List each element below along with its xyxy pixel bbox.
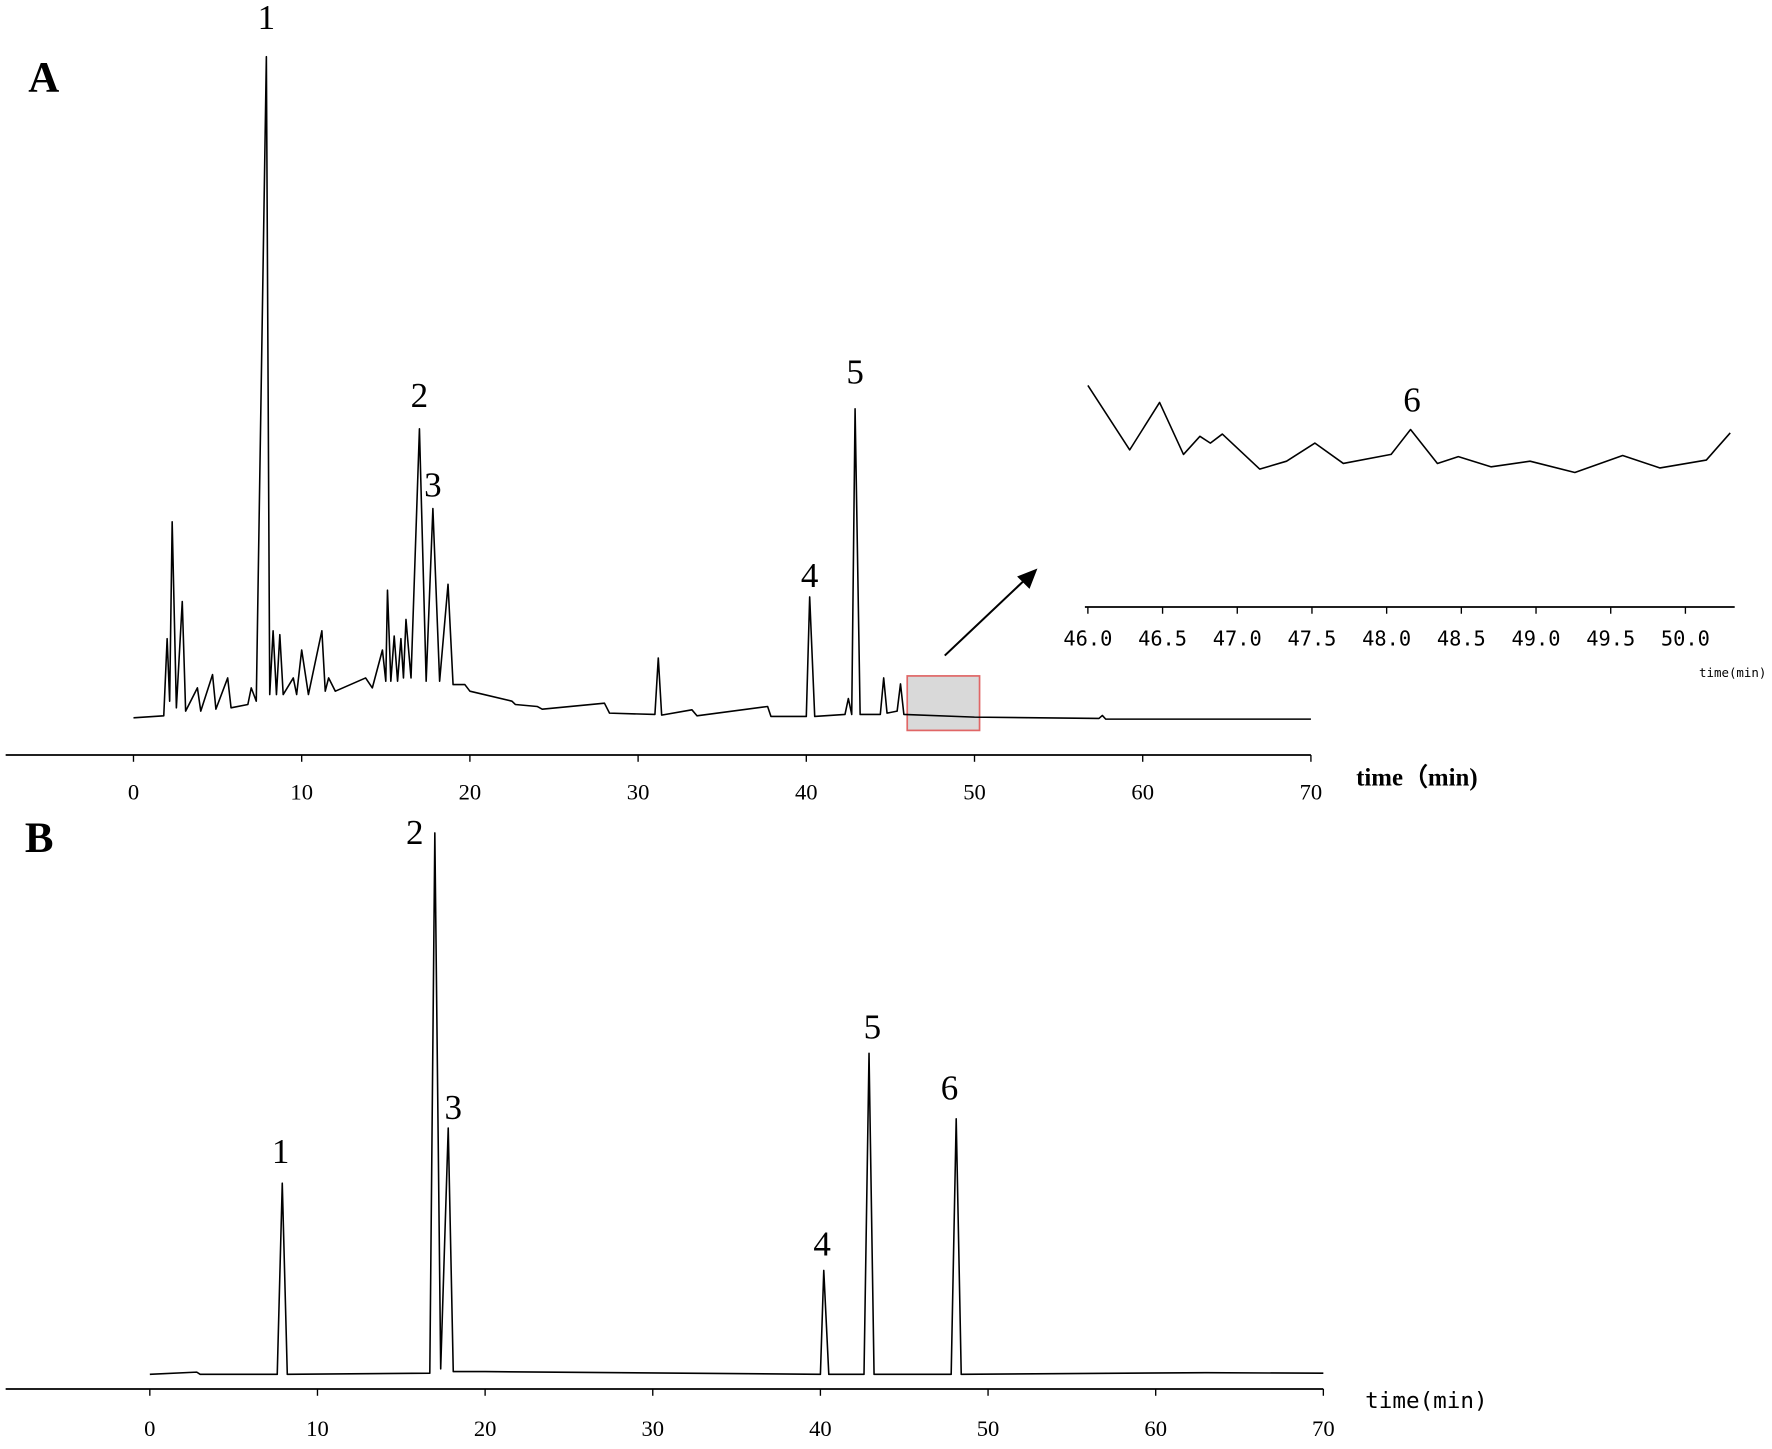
panel-label: B — [25, 815, 54, 862]
x-tick-label: 20 — [474, 1416, 497, 1441]
peak-label: 3 — [424, 466, 442, 505]
x-tick-label: 48.0 — [1362, 627, 1411, 651]
trace — [149, 832, 1324, 1376]
peak-label: 5 — [864, 1008, 882, 1047]
zoom-arrow — [944, 575, 1030, 657]
x-tick-label: 47.0 — [1213, 627, 1262, 651]
x-tick-label: 60 — [1131, 780, 1154, 805]
x-tick-label: 50.0 — [1661, 627, 1710, 651]
x-axis-label: time（min) — [1356, 763, 1478, 792]
peak-label: 3 — [445, 1088, 463, 1127]
trace — [133, 55, 1311, 720]
peak-label: 6 — [1403, 381, 1421, 420]
x-axis-label: time(min) — [1699, 665, 1766, 680]
peak-label: 1 — [272, 1132, 290, 1171]
x-tick-label: 10 — [306, 1416, 329, 1441]
peak-label: 1 — [258, 0, 276, 37]
peak-label: 2 — [411, 376, 429, 415]
panel-label: A — [28, 54, 59, 101]
x-tick-label: 70 — [1300, 780, 1323, 805]
trace — [1087, 385, 1731, 474]
peak-label: 4 — [813, 1225, 831, 1264]
x-tick-label: 50 — [963, 780, 986, 805]
x-tick-label: 0 — [128, 780, 139, 805]
x-tick-label: 10 — [290, 780, 313, 805]
peak-label: 6 — [941, 1069, 959, 1108]
x-tick-label: 47.5 — [1287, 627, 1336, 651]
x-axis-label: time(min) — [1365, 1388, 1487, 1414]
x-tick-label: 20 — [459, 780, 482, 805]
x-tick-label: 48.5 — [1437, 627, 1486, 651]
x-tick-label: 60 — [1144, 1416, 1167, 1441]
x-tick-label: 50 — [977, 1416, 1000, 1441]
x-tick-label: 30 — [641, 1416, 664, 1441]
x-tick-label: 0 — [144, 1416, 155, 1441]
x-tick-label: 30 — [627, 780, 650, 805]
x-tick-label: 40 — [795, 780, 818, 805]
peak-label: 2 — [406, 813, 424, 852]
x-tick-label: 46.5 — [1138, 627, 1187, 651]
zoom-arrow-head — [1017, 568, 1038, 589]
x-tick-label: 70 — [1312, 1416, 1335, 1441]
x-tick-label: 46.0 — [1063, 627, 1112, 651]
peak-label: 5 — [846, 353, 864, 392]
peak-label: 4 — [801, 556, 819, 595]
zoom-box — [906, 675, 981, 732]
x-tick-label: 49.0 — [1512, 627, 1561, 651]
x-tick-label: 40 — [809, 1416, 832, 1441]
x-tick-label: 49.5 — [1586, 627, 1635, 651]
